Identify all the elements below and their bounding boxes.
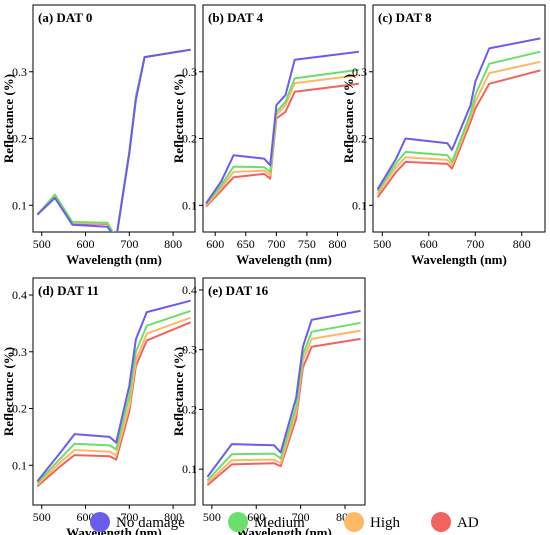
x-tick-label: 500 xyxy=(33,237,51,251)
x-tick-label: 600 xyxy=(247,510,265,524)
x-tick-label: 750 xyxy=(298,237,316,251)
y-tick-label: 0.2 xyxy=(182,402,197,416)
legend-swatch xyxy=(90,512,110,532)
plot-frame xyxy=(202,4,366,233)
panel-title: (d) DAT 11 xyxy=(38,283,99,298)
series-line-no-damage xyxy=(206,309,361,478)
series-line-ad xyxy=(205,82,360,208)
x-tick-label: 700 xyxy=(466,237,484,251)
x-tick-label: 600 xyxy=(77,237,95,251)
x-tick-label: 800 xyxy=(328,237,346,251)
plot-frame xyxy=(32,4,196,233)
series-line-medium xyxy=(36,48,191,232)
series-line-medium xyxy=(376,50,541,192)
x-tick-label: 700 xyxy=(267,237,285,251)
series-line-ad xyxy=(36,321,191,488)
x-axis-label: Wavelength (nm) xyxy=(236,252,332,267)
legend-swatch xyxy=(431,512,451,532)
y-tick-label: 0.3 xyxy=(352,65,367,79)
y-tick-label: 0.3 xyxy=(12,345,27,359)
x-tick-label: 700 xyxy=(292,510,310,524)
legend-swatch xyxy=(344,512,364,532)
plot-frame xyxy=(372,4,546,233)
y-tick-label: 0.1 xyxy=(182,462,197,476)
series-line-no-damage xyxy=(36,299,191,482)
y-axis-label: Reflectance (%) xyxy=(341,74,356,163)
y-tick-label: 0.3 xyxy=(182,65,197,79)
panel-title: (e) DAT 16 xyxy=(208,283,269,298)
legend: No damage Medium High AD xyxy=(90,512,479,532)
chart-panel-2: (c) DAT 8 500 600 700 800 0.1 0.2 0.3 Wavelength… xyxy=(341,4,546,267)
panel-title: (c) DAT 8 xyxy=(378,10,432,25)
series-line-ad xyxy=(206,337,361,487)
y-axis-label: Reflectance (%) xyxy=(1,74,16,163)
series-line-no-damage xyxy=(376,37,541,190)
x-tick-label: 800 xyxy=(164,510,182,524)
chart-panel-0: (a) DAT 0 500 600 700 800 0.1 0.2 0.3 Wavelength… xyxy=(1,4,196,267)
series-line-medium xyxy=(36,309,191,484)
series-line-high xyxy=(205,74,360,206)
x-tick-label: 500 xyxy=(33,510,51,524)
x-tick-label: 600 xyxy=(77,510,95,524)
x-tick-label: 500 xyxy=(203,510,221,524)
y-tick-label: 0.1 xyxy=(352,198,367,212)
series-line-high xyxy=(206,329,361,484)
legend-label: AD xyxy=(457,515,479,531)
legend-label: High xyxy=(370,515,401,531)
y-axis-label: Reflectance (%) xyxy=(171,347,186,436)
plot-frame xyxy=(202,277,366,506)
y-tick-label: 0.4 xyxy=(12,288,27,302)
x-tick-label: 650 xyxy=(237,237,255,251)
x-tick-label: 600 xyxy=(206,237,224,251)
panel-title: (b) DAT 4 xyxy=(208,10,264,25)
x-tick-label: 500 xyxy=(373,237,391,251)
y-tick-label: 0.1 xyxy=(12,198,27,212)
series-line-no-damage xyxy=(205,50,360,204)
y-tick-label: 0.2 xyxy=(352,132,367,146)
x-tick-label: 800 xyxy=(513,237,531,251)
y-tick-label: 0.1 xyxy=(12,458,27,472)
x-tick-label: 700 xyxy=(120,237,138,251)
series-line-high xyxy=(36,316,191,486)
x-tick-label: 600 xyxy=(420,237,438,251)
x-axis-label: Wavelength (nm) xyxy=(66,525,162,535)
series-line-medium xyxy=(206,321,361,482)
plot-frame xyxy=(32,277,196,506)
x-axis-label: Wavelength (nm) xyxy=(236,525,332,535)
x-tick-label: 800 xyxy=(164,237,182,251)
series-line-ad xyxy=(376,69,541,198)
legend-label: No damage xyxy=(116,515,185,531)
x-axis-label: Wavelength (nm) xyxy=(66,252,162,267)
y-tick-label: 0.2 xyxy=(12,402,27,416)
legend-label: Medium xyxy=(254,515,305,531)
x-axis-label: Wavelength (nm) xyxy=(411,252,507,267)
y-tick-label: 0.3 xyxy=(12,65,27,79)
x-tick-label: 700 xyxy=(120,510,138,524)
y-axis-label: Reflectance (%) xyxy=(171,74,186,163)
panel-title: (a) DAT 0 xyxy=(38,10,92,25)
y-axis-label: Reflectance (%) xyxy=(1,347,16,436)
legend-swatch xyxy=(228,512,248,532)
series-line-high xyxy=(376,60,541,195)
y-tick-label: 0.2 xyxy=(12,132,27,146)
y-tick-label: 0.1 xyxy=(182,198,197,212)
series-line-no-damage xyxy=(36,48,191,232)
series-line-high xyxy=(36,48,191,232)
series-line-medium xyxy=(205,68,360,205)
y-tick-label: 0.3 xyxy=(182,343,197,357)
y-tick-label: 0.4 xyxy=(182,283,197,297)
chart-panel-3: (d) DAT 11 500 600 700 800 0.1 0.2 0.3 0.4 Wavele… xyxy=(1,277,196,535)
chart-panel-1: (b) DAT 4 600 650 700 750 800 0.1 0.2 0.3 Wavelen… xyxy=(171,4,366,267)
y-tick-label: 0.2 xyxy=(182,132,197,146)
series-line-ad xyxy=(36,48,191,232)
